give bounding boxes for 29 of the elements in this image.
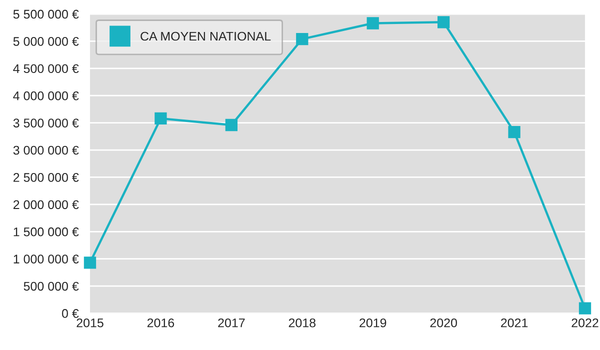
point [154, 112, 167, 125]
point [508, 126, 520, 138]
y-tick-label: 3 500 000 € [13, 118, 79, 128]
point [578, 302, 592, 314]
x-tick-label: 2019 [360, 318, 386, 328]
x-tick-label: 2016 [147, 318, 174, 328]
y-tick-label: 0 € [62, 309, 79, 318]
x-tick-label: 2021 [501, 318, 528, 328]
y-tick-label: 5 500 000 € [13, 10, 79, 19]
x-tick-label: 2018 [288, 318, 316, 328]
legend-label: CA MOYEN NATIONAL [140, 32, 271, 41]
y-tick-label: 2 500 000 € [13, 173, 79, 182]
point [366, 17, 379, 30]
x-tick-label: 2020 [430, 318, 457, 328]
y-tick-label: 2 000 000 € [13, 200, 79, 210]
y-tick-label: 4 000 000 € [13, 91, 79, 100]
y-tick-label: 3 000 000 € [13, 146, 79, 155]
x-tick-label: 2015 [76, 318, 104, 328]
y-tick-label: 4 500 000 € [13, 64, 79, 74]
y-tick-label: 5 000 000 € [13, 37, 79, 46]
point [296, 32, 308, 46]
y-tick-label: 500 000 € [24, 282, 79, 291]
point [225, 118, 238, 132]
y-tick-label: 1 000 000 € [14, 254, 79, 264]
point [437, 16, 450, 28]
x-tick-label: 2022 [572, 318, 598, 328]
x-tick-label: 2017 [218, 318, 245, 328]
point [84, 256, 96, 269]
y-tick-label: 1 500 000 € [14, 227, 79, 236]
